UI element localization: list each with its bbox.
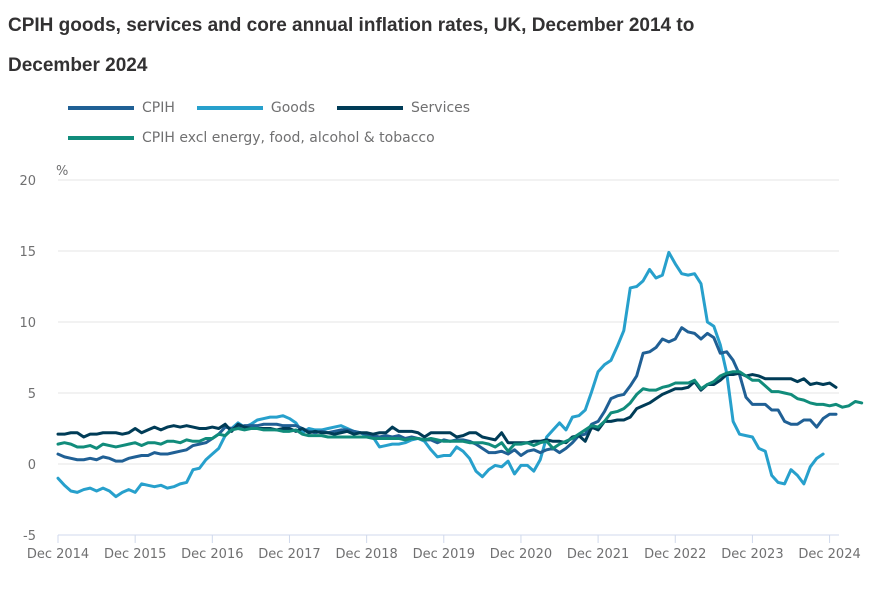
x-tick-label: Dec 2023 bbox=[721, 547, 783, 562]
legend-item-core[interactable]: CPIH excl energy, food, alcohol & tobacc… bbox=[68, 130, 435, 146]
x-tick-label: Dec 2015 bbox=[104, 547, 166, 562]
legend-label-cpih: CPIH bbox=[142, 99, 175, 116]
x-tick-label: Dec 2018 bbox=[335, 547, 397, 562]
legend-swatch-core bbox=[68, 135, 134, 140]
gridlines bbox=[58, 179, 839, 465]
legend-label-services: Services bbox=[411, 99, 471, 116]
legend-item-goods[interactable]: Goods bbox=[196, 99, 316, 116]
legend-item-services[interactable]: Services bbox=[337, 100, 470, 116]
axes: 20 15 10 5 0 -5 Dec 2014 Dec 2015 Dec 2016 Dec 20… bbox=[19, 174, 860, 562]
legend-label-core: CPIH excl energy, food, alcohol & tobacc… bbox=[142, 129, 435, 146]
x-tick-label: Dec 2024 bbox=[798, 547, 860, 562]
series-line-services bbox=[56, 371, 838, 445]
y-tick-label: 5 bbox=[28, 387, 36, 402]
legend-swatch-services bbox=[337, 105, 404, 110]
x-tick-label: Dec 2022 bbox=[644, 547, 706, 562]
x-tick-label: Dec 2014 bbox=[27, 547, 89, 562]
x-tick-label: Dec 2021 bbox=[567, 547, 629, 562]
x-tick-label: Dec 2016 bbox=[181, 547, 243, 562]
y-tick-label: -5 bbox=[23, 529, 36, 544]
series-line-core bbox=[56, 370, 864, 453]
legend-item-cpih[interactable]: CPIH bbox=[68, 100, 175, 116]
legend-label-goods: Goods bbox=[270, 99, 316, 116]
legend-row-2: CPIH excl energy, food, alcohol & tobacc… bbox=[68, 126, 668, 149]
y-tick-label: 20 bbox=[19, 174, 36, 189]
y-tick-label: 0 bbox=[28, 458, 36, 473]
y-axis-unit-label: % bbox=[56, 164, 68, 179]
x-tick-label: Dec 2017 bbox=[258, 547, 320, 562]
legend-swatch-cpih bbox=[68, 105, 134, 110]
legend-row-1: CPIH Goods Services bbox=[68, 96, 668, 119]
legend-swatch-goods bbox=[196, 105, 263, 110]
chart-legend: CPIH Goods Services CPIH excl energy, fo… bbox=[68, 96, 668, 156]
series-lines bbox=[56, 250, 864, 499]
x-tick-label: Dec 2020 bbox=[490, 547, 552, 562]
y-tick-label: 10 bbox=[19, 316, 36, 331]
series-line-goods bbox=[56, 250, 825, 499]
y-tick-label: 15 bbox=[19, 245, 36, 260]
chart-title: CPIH goods, services and core annual inf… bbox=[8, 15, 695, 76]
x-tick-label: Dec 2019 bbox=[413, 547, 475, 562]
